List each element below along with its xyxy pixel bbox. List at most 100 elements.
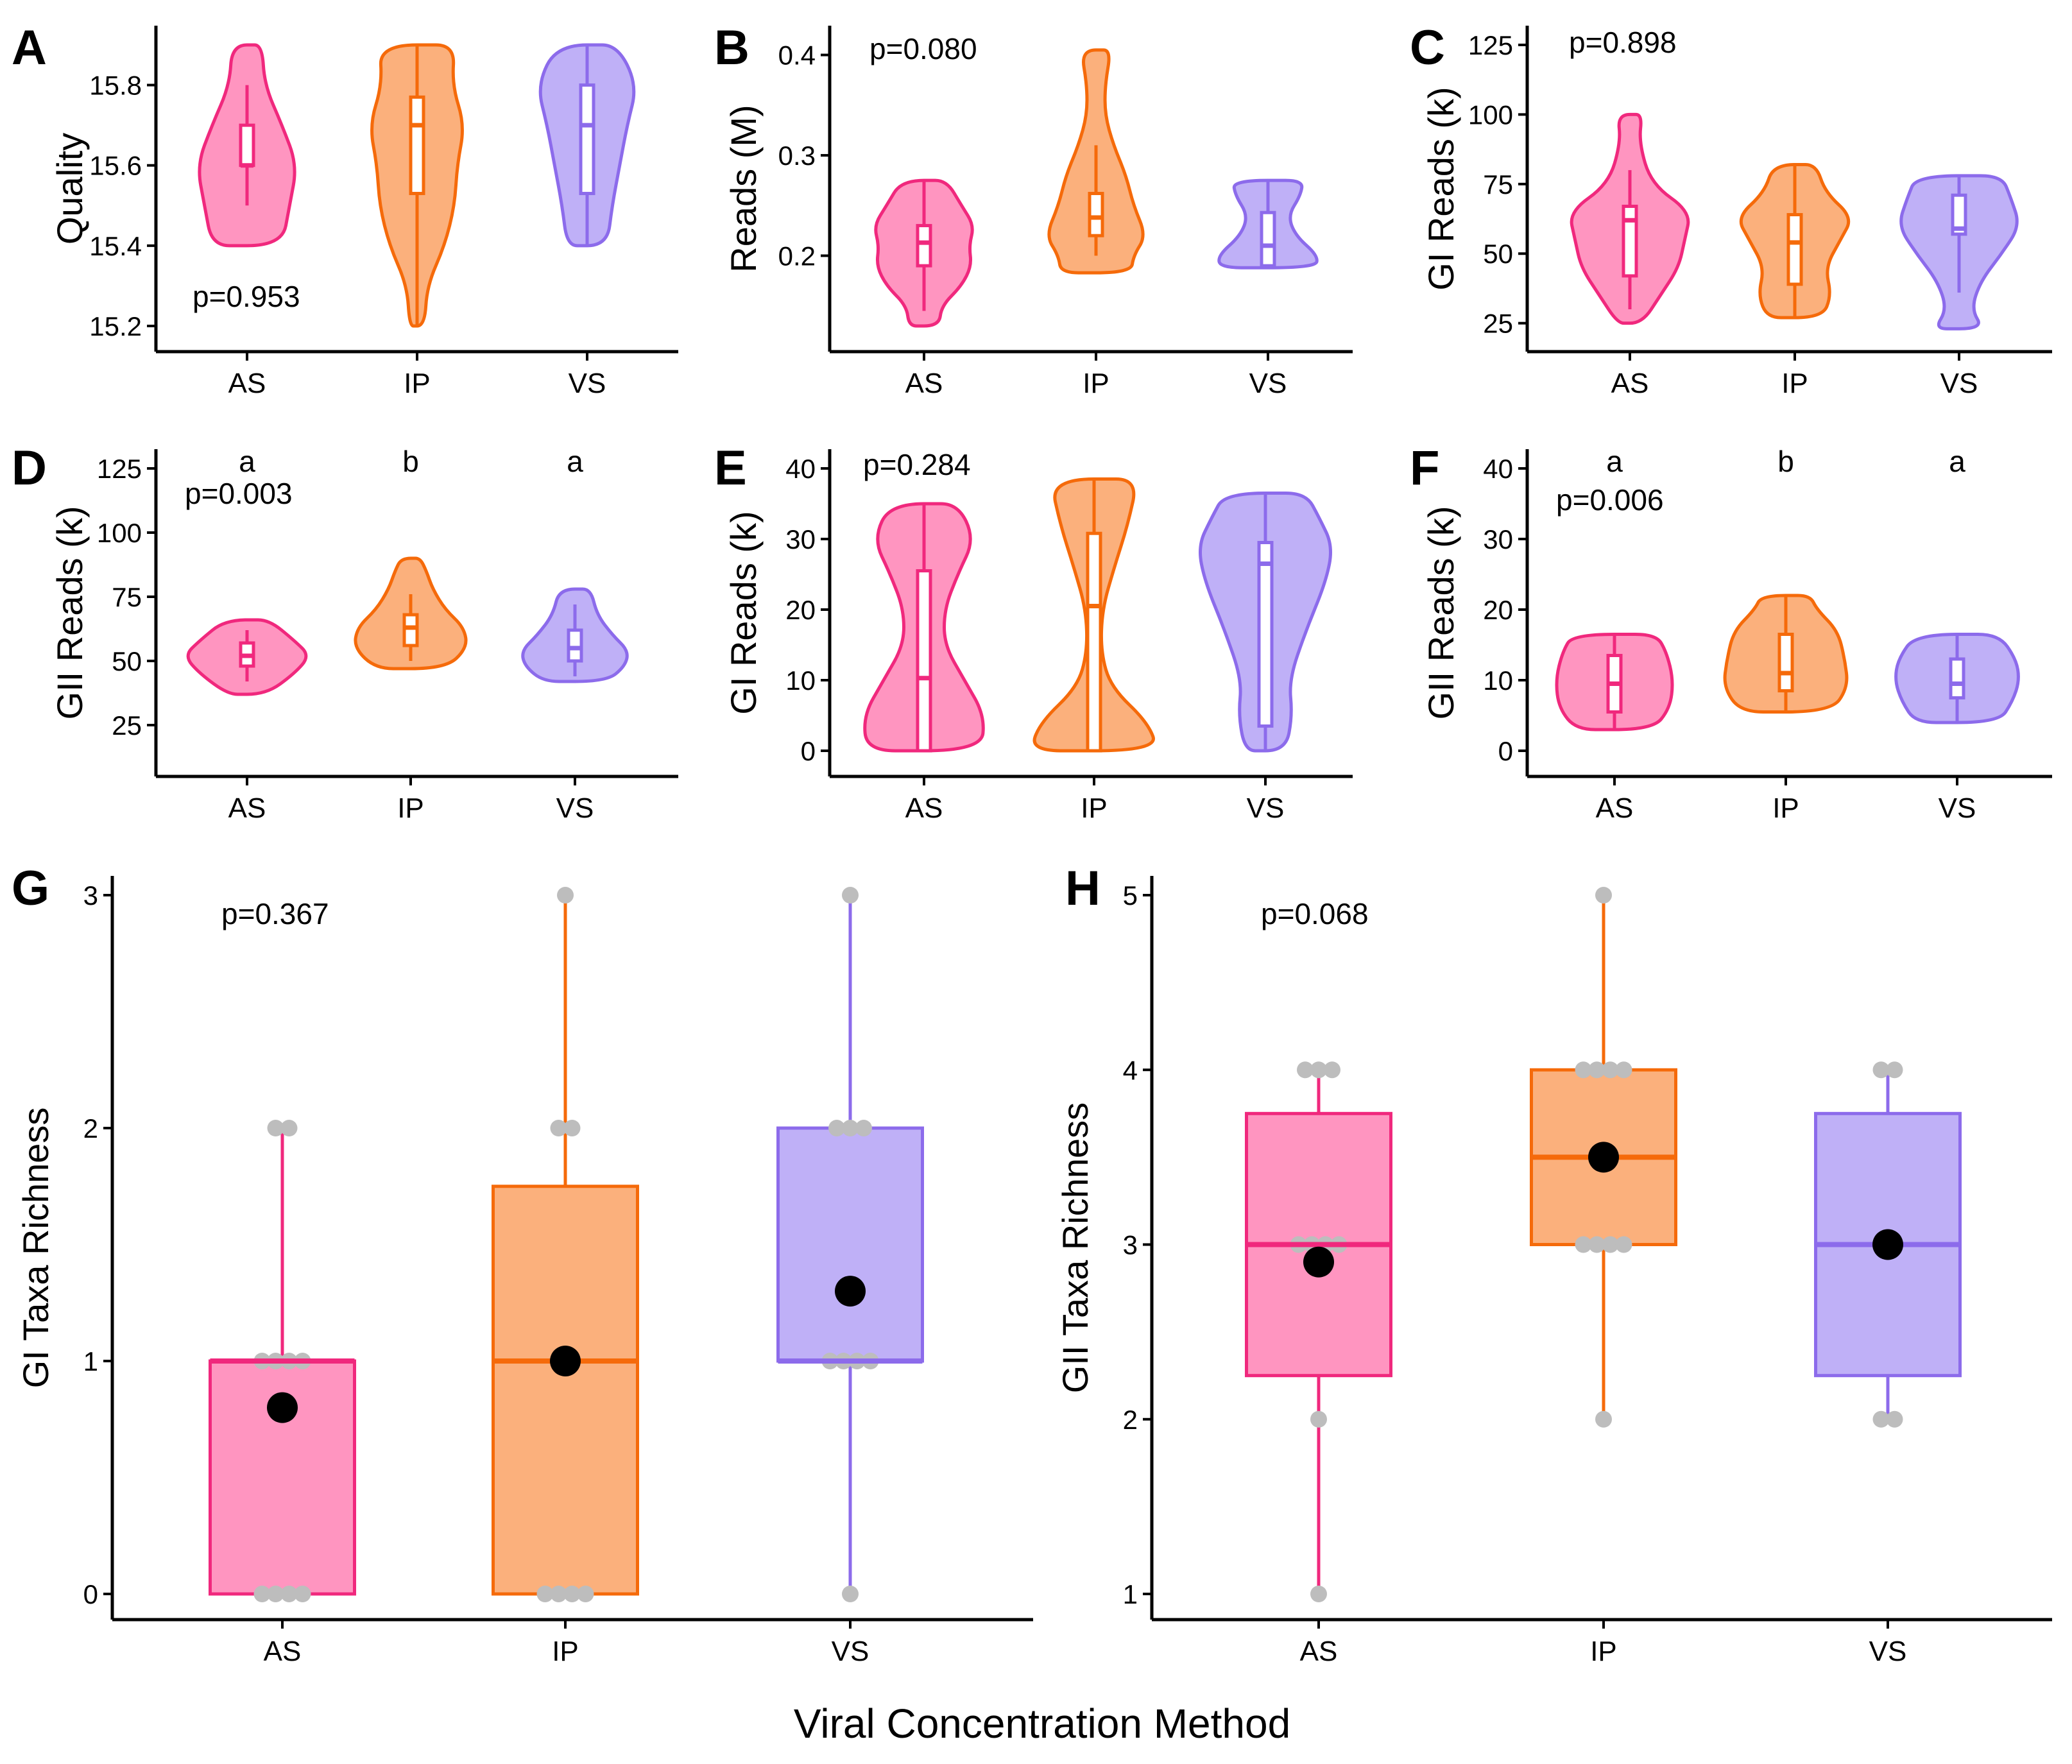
y-tick-label: 0.2: [778, 241, 816, 271]
x-tick-label: VS: [1939, 792, 1976, 824]
data-point: [1872, 1410, 1890, 1428]
p-value-label: p=0.284: [863, 448, 971, 481]
data-point: [1886, 1061, 1903, 1079]
data-point: [563, 1120, 581, 1136]
box-vs: [567, 628, 583, 663]
box-ip: [492, 1185, 639, 1596]
y-tick-label: 75: [1483, 169, 1513, 200]
data-point: [1310, 1410, 1327, 1428]
panel-b: B 0.2 0.3 0.4 Reads (M) AS IP VS p=0.080: [714, 21, 1353, 399]
data-point: [1324, 1061, 1340, 1079]
y-tick-label: 20: [785, 595, 816, 625]
y-axis-label: GI Taxa Richness: [15, 1108, 56, 1389]
panel-letter: B: [714, 21, 749, 75]
x-tick-label: IP: [1772, 792, 1799, 824]
data-point: [550, 1120, 567, 1136]
box-ip: [1786, 213, 1803, 286]
data-point: [267, 1586, 284, 1602]
y-tick-label: 0.3: [778, 141, 816, 171]
data-point: [280, 1120, 298, 1136]
y-axis-label: Reads (M): [723, 105, 764, 272]
mean-marker: [267, 1392, 298, 1423]
mean-marker: [1872, 1229, 1903, 1260]
x-tick-label: VS: [832, 1636, 869, 1667]
data-point: [842, 1586, 859, 1602]
panel-letter: A: [12, 21, 47, 75]
y-tick-label: 0: [83, 1579, 98, 1609]
significance-letter: b: [1777, 445, 1794, 478]
y-tick-label: 40: [1483, 454, 1513, 484]
data-point: [1886, 1410, 1903, 1428]
box-vs: [1949, 657, 1965, 699]
data-point: [1872, 1061, 1890, 1079]
box-vs: [1951, 193, 1967, 236]
y-tick-label: 0.4: [778, 40, 816, 71]
x-tick-label: VS: [1249, 368, 1287, 399]
x-tick-label: IP: [397, 792, 424, 824]
y-tick-label: 125: [1468, 30, 1513, 60]
panel-g: G 0 1 2 3 GI Taxa Richness AS IP VS p=0.367: [12, 861, 1033, 1667]
p-value-label: p=0.898: [1569, 26, 1677, 59]
p-value-label: p=0.953: [193, 280, 300, 313]
y-tick-label: 40: [785, 454, 816, 484]
y-axis-label: GI Reads (k): [1421, 87, 1461, 290]
p-value-label: p=0.003: [185, 477, 293, 510]
data-point: [842, 1120, 859, 1136]
y-tick-label: 75: [112, 582, 142, 612]
x-tick-label: AS: [1596, 792, 1634, 824]
data-point: [1297, 1061, 1314, 1079]
x-tick-label: AS: [228, 792, 266, 824]
y-tick-label: 3: [83, 880, 98, 911]
y-tick-label: 15.6: [89, 151, 142, 181]
mean-marker: [550, 1346, 581, 1376]
data-point: [557, 887, 574, 903]
data-point: [1575, 1061, 1592, 1079]
x-tick-label: AS: [905, 368, 943, 399]
y-tick-label: 125: [97, 454, 142, 484]
x-tick-label: IP: [1590, 1636, 1617, 1667]
x-tick-label: AS: [1300, 1636, 1338, 1667]
significance-letter: a: [567, 445, 583, 478]
panel-a: A 15.2 15.4 15.6 15.8 Quality AS IP VS p=0.953: [12, 21, 678, 399]
data-point: [267, 1120, 284, 1136]
box-ip: [402, 613, 419, 647]
y-tick-label: 0: [1498, 736, 1513, 766]
x-tick-label: IP: [1081, 792, 1108, 824]
x-tick-label: IP: [404, 368, 431, 399]
x-tick-label: VS: [569, 368, 606, 399]
box-ip: [1777, 633, 1794, 692]
box-vs: [579, 83, 595, 196]
y-axis-label: GI Reads (k): [723, 511, 764, 714]
x-tick-label: IP: [1083, 368, 1109, 399]
x-tick-label: AS: [1611, 368, 1649, 399]
panel-h: H 1 2 3 4 5 GII Taxa Richness AS IP VS p=0.068: [1055, 861, 2052, 1667]
data-point: [1575, 1236, 1592, 1253]
box-as: [916, 569, 932, 753]
y-tick-label: 25: [1483, 309, 1513, 339]
data-point: [1615, 1236, 1632, 1253]
box-ip: [1088, 192, 1104, 237]
y-tick-label: 100: [1468, 99, 1513, 130]
y-tick-label: 2: [1123, 1405, 1138, 1435]
data-point: [1310, 1586, 1327, 1602]
panel-letter: G: [12, 861, 49, 916]
box-ip: [409, 95, 425, 196]
data-point: [1602, 1061, 1619, 1079]
data-point: [1595, 887, 1612, 903]
box-as: [916, 224, 932, 268]
p-value-label: p=0.367: [221, 897, 329, 930]
x-tick-label: IP: [1781, 368, 1808, 399]
y-tick-label: 5: [1123, 880, 1138, 911]
data-point: [536, 1586, 554, 1602]
y-axis-label: GII Taxa Richness: [1055, 1102, 1095, 1393]
data-point: [842, 887, 859, 903]
x-tick-label: VS: [556, 792, 594, 824]
y-tick-label: 100: [97, 518, 142, 548]
box-vs: [1260, 210, 1276, 268]
y-tick-label: 15.8: [89, 71, 142, 101]
panel-letter: C: [1410, 21, 1445, 75]
box-vs: [1257, 541, 1274, 728]
